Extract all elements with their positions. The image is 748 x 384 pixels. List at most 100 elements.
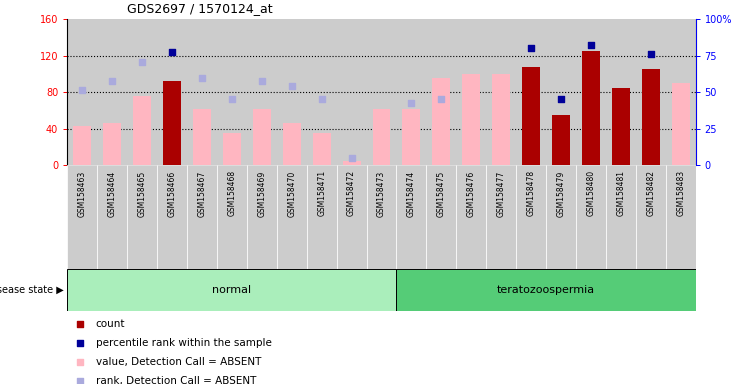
Point — [74, 321, 86, 327]
Text: GSM158471: GSM158471 — [317, 170, 326, 217]
Text: GSM158481: GSM158481 — [616, 170, 625, 216]
Bar — [337, 165, 367, 269]
Text: GSM158463: GSM158463 — [78, 170, 87, 217]
Text: GSM158483: GSM158483 — [676, 170, 685, 217]
Bar — [396, 19, 426, 165]
Bar — [456, 19, 486, 165]
Text: GSM158480: GSM158480 — [586, 170, 595, 217]
Bar — [187, 19, 217, 165]
Text: value, Detection Call = ABSENT: value, Detection Call = ABSENT — [96, 357, 261, 367]
Bar — [343, 161, 361, 165]
Text: disease state ▶: disease state ▶ — [0, 285, 64, 295]
Bar — [396, 165, 426, 269]
Text: teratozoospermia: teratozoospermia — [497, 285, 595, 295]
Bar — [97, 165, 127, 269]
Bar — [307, 165, 337, 269]
Text: GSM158464: GSM158464 — [108, 170, 117, 217]
Bar — [157, 19, 187, 165]
Text: GSM158466: GSM158466 — [168, 170, 177, 217]
Bar — [73, 126, 91, 165]
Text: rank, Detection Call = ABSENT: rank, Detection Call = ABSENT — [96, 376, 256, 384]
Point — [74, 378, 86, 384]
Bar — [127, 19, 157, 165]
Text: GSM158468: GSM158468 — [227, 170, 236, 217]
Point — [136, 59, 148, 65]
Text: percentile rank within the sample: percentile rank within the sample — [96, 338, 272, 348]
Bar — [576, 165, 606, 269]
Bar — [582, 51, 600, 165]
Bar — [516, 165, 546, 269]
Bar — [277, 19, 307, 165]
Point — [226, 96, 238, 103]
Bar — [283, 123, 301, 165]
Bar — [642, 70, 660, 165]
Point — [346, 155, 358, 161]
Text: GSM158465: GSM158465 — [138, 170, 147, 217]
Bar — [277, 165, 307, 269]
Bar — [373, 109, 390, 165]
Bar — [247, 165, 277, 269]
Bar — [247, 19, 277, 165]
Bar — [193, 109, 211, 165]
Bar — [337, 19, 367, 165]
Text: GSM158470: GSM158470 — [287, 170, 296, 217]
Point — [286, 83, 298, 89]
Text: GSM158473: GSM158473 — [377, 170, 386, 217]
Text: GSM158477: GSM158477 — [497, 170, 506, 217]
Bar — [636, 19, 666, 165]
Bar — [486, 19, 516, 165]
Bar — [127, 165, 157, 269]
Text: GDS2697 / 1570124_at: GDS2697 / 1570124_at — [127, 2, 273, 15]
Point — [435, 96, 447, 102]
Text: GSM158474: GSM158474 — [407, 170, 416, 217]
Bar — [217, 165, 247, 269]
Text: GSM158469: GSM158469 — [257, 170, 266, 217]
Bar — [456, 165, 486, 269]
Bar — [426, 165, 456, 269]
Point — [316, 96, 328, 103]
Text: GSM158472: GSM158472 — [347, 170, 356, 217]
Bar — [223, 133, 241, 165]
Bar — [552, 115, 570, 165]
Bar — [606, 165, 636, 269]
Bar — [187, 165, 217, 269]
Bar — [606, 19, 636, 165]
Bar — [672, 83, 690, 165]
Bar — [133, 96, 151, 165]
Text: count: count — [96, 319, 125, 329]
Bar — [367, 165, 396, 269]
Point — [256, 78, 268, 84]
Bar — [103, 123, 121, 165]
Text: normal: normal — [212, 285, 251, 295]
Bar — [432, 78, 450, 165]
Text: GSM158467: GSM158467 — [197, 170, 206, 217]
Bar — [522, 67, 540, 165]
Bar — [576, 19, 606, 165]
Bar — [307, 19, 337, 165]
Point — [76, 87, 88, 93]
Bar — [396, 269, 696, 311]
Bar — [546, 19, 576, 165]
Bar — [67, 165, 97, 269]
Bar — [486, 165, 516, 269]
Bar — [462, 74, 480, 165]
Text: GSM158475: GSM158475 — [437, 170, 446, 217]
Point — [525, 45, 537, 51]
Bar — [426, 19, 456, 165]
Bar — [67, 269, 396, 311]
Bar — [217, 19, 247, 165]
Point — [405, 100, 417, 106]
Text: GSM158478: GSM158478 — [527, 170, 536, 217]
Bar — [313, 133, 331, 165]
Point — [585, 42, 597, 48]
Point — [74, 340, 86, 346]
Point — [645, 51, 657, 57]
Point — [166, 49, 178, 55]
Bar — [636, 165, 666, 269]
Point — [74, 359, 86, 365]
Bar — [67, 19, 97, 165]
Point — [106, 78, 118, 84]
Point — [555, 96, 567, 103]
Bar — [666, 19, 696, 165]
Bar — [612, 88, 630, 165]
